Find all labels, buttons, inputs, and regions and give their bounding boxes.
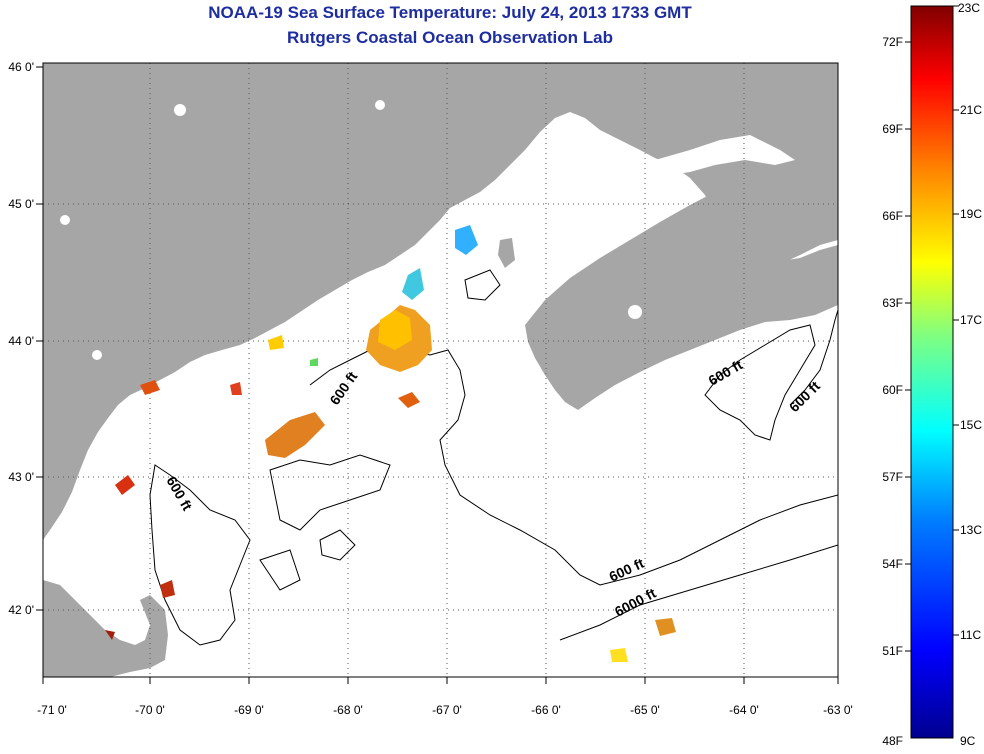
lon-tick-label: -67 0' xyxy=(432,703,462,717)
colorbar-f-label: 57F xyxy=(882,470,903,484)
colorbar-c-label: 23C xyxy=(958,1,980,15)
land-nova-scotia xyxy=(525,192,838,410)
colorbar-f-label: 51F xyxy=(882,644,903,658)
colorbar-celsius-labels: 23C 21C 19C 17C 15C 13C 11C 9C xyxy=(958,1,982,748)
lon-tick-label: -64 0' xyxy=(729,703,759,717)
lon-tick-label: -66 0' xyxy=(531,703,561,717)
map-title: NOAA-19 Sea Surface Temperature: July 24… xyxy=(208,3,692,22)
lat-tick-label: 45 0' xyxy=(8,197,34,211)
land-massachusetts xyxy=(43,580,168,677)
colorbar-c-label: 11C xyxy=(960,628,981,642)
lon-tick-label: -68 0' xyxy=(333,703,363,717)
map-subtitle: Rutgers Coastal Ocean Observation Lab xyxy=(287,28,613,47)
lat-tick-label: 42 0' xyxy=(8,603,34,617)
colorbar-f-label: 54F xyxy=(882,557,903,571)
colorbar-c-label: 13C xyxy=(960,523,982,537)
land-mainland xyxy=(43,63,838,540)
lat-tick-label: 46 0' xyxy=(8,60,34,74)
map-frame xyxy=(42,62,839,678)
lon-tick-label: -71 0' xyxy=(37,703,67,717)
lat-tick-label: 44 0' xyxy=(8,334,34,348)
colorbar-f-label: 69F xyxy=(882,122,903,136)
colorbar-c-label: 17C xyxy=(960,313,982,327)
lon-tick-label: -63 0' xyxy=(823,703,853,717)
colorbar-fahrenheit-labels: 72F 69F 66F 63F 60F 57F 54F 51F 48F xyxy=(882,35,903,748)
colorbar-c-label: 9C xyxy=(960,734,976,748)
colorbar-f-label: 60F xyxy=(882,383,903,397)
colorbar xyxy=(910,5,954,739)
lon-tick-label: -69 0' xyxy=(234,703,264,717)
colorbar-c-label: 19C xyxy=(960,207,982,221)
sst-patches xyxy=(105,225,676,662)
colorbar-c-label: 21C xyxy=(960,103,982,117)
longitude-axis: -71 0' -70 0' -69 0' -68 0' -67 0' -66 0… xyxy=(37,703,853,717)
colorbar-c-label: 15C xyxy=(960,418,982,432)
lon-tick-label: -70 0' xyxy=(135,703,165,717)
colorbar-f-label: 48F xyxy=(882,734,903,748)
lat-tick-label: 43 0' xyxy=(8,470,34,484)
colorbar-f-label: 72F xyxy=(882,35,903,49)
colorbar-f-label: 66F xyxy=(882,209,903,223)
latitude-axis: 46 0' 45 0' 44 0' 43 0' 42 0' xyxy=(8,60,34,617)
colorbar-f-label: 63F xyxy=(882,296,903,310)
lon-tick-label: -65 0' xyxy=(630,703,660,717)
